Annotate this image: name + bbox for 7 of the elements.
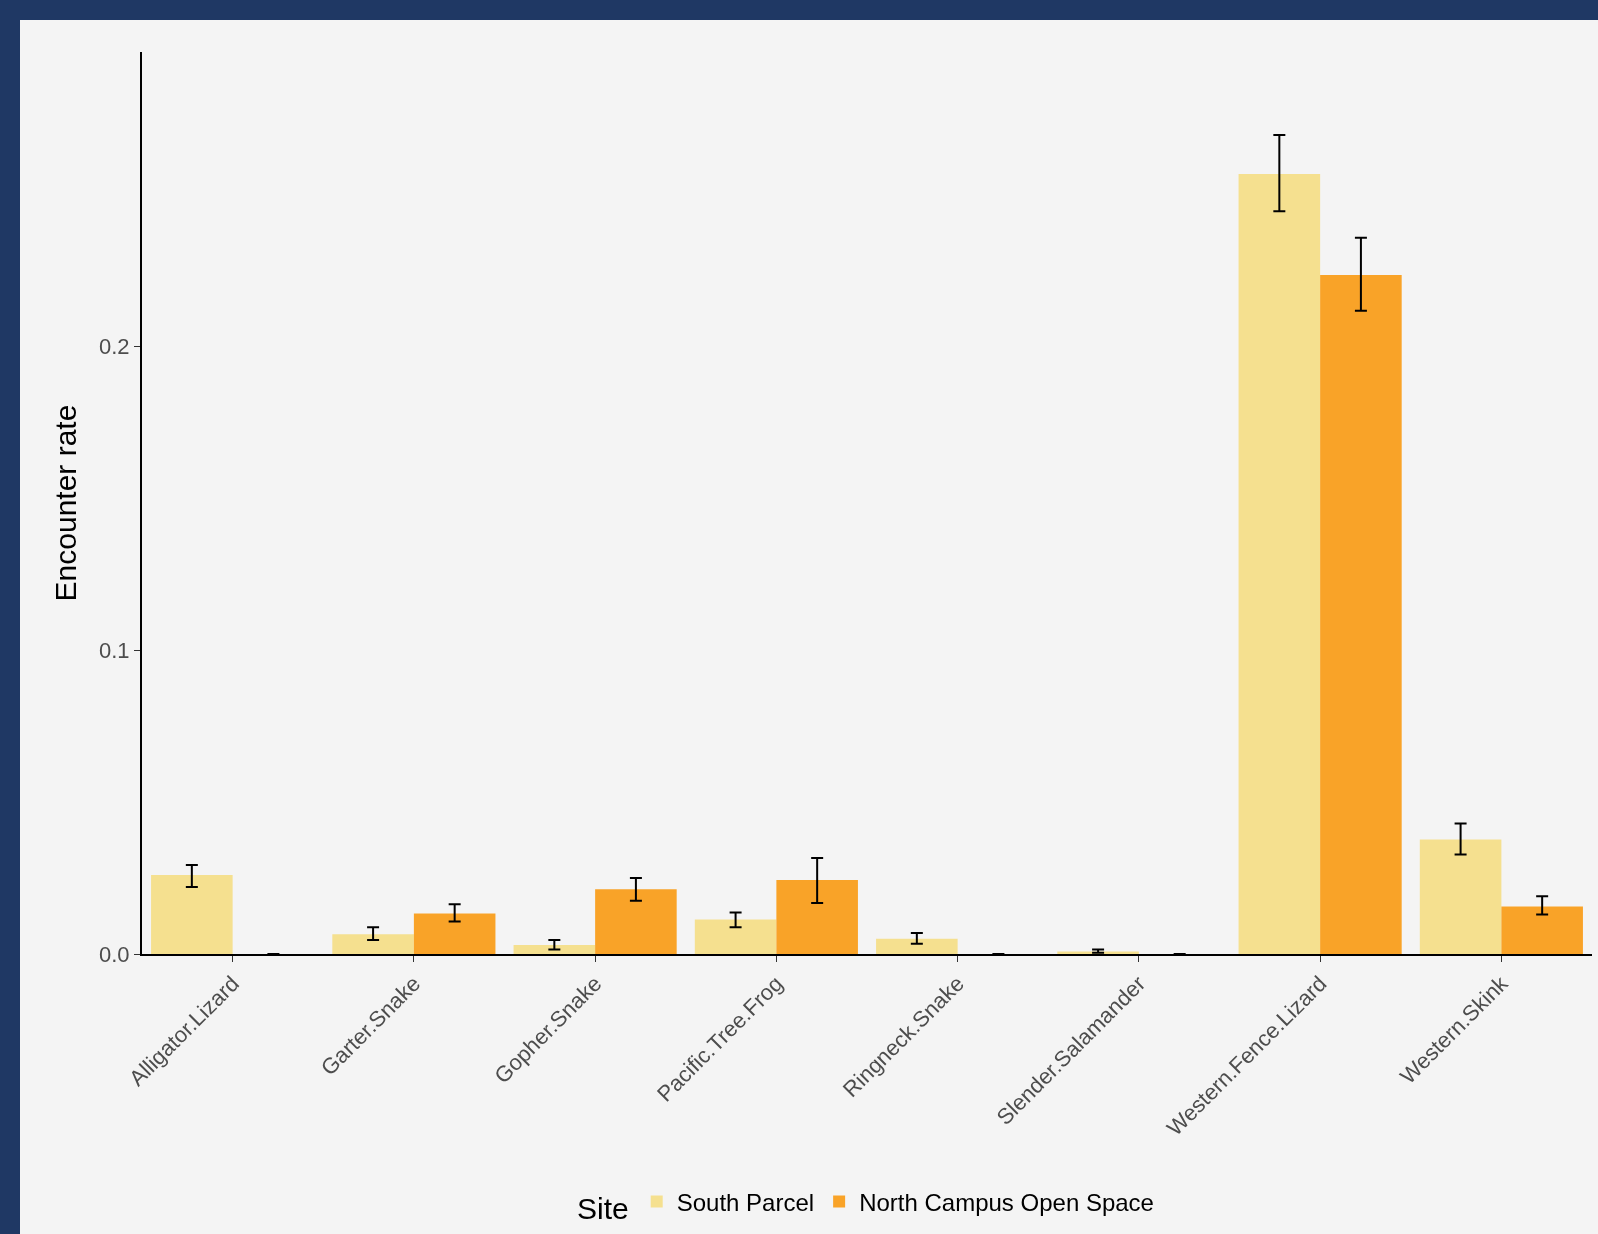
y-tick-label: 0.0 bbox=[99, 941, 130, 967]
legend-label: North Campus Open Space bbox=[859, 1188, 1154, 1216]
legend-title: Site bbox=[577, 1191, 629, 1225]
legend-label: South Parcel bbox=[676, 1188, 815, 1216]
y-tick-label: 0.1 bbox=[99, 638, 130, 663]
y-axis-title: Encounter rate bbox=[48, 404, 82, 602]
y-tick-label: 0.2 bbox=[99, 334, 130, 360]
